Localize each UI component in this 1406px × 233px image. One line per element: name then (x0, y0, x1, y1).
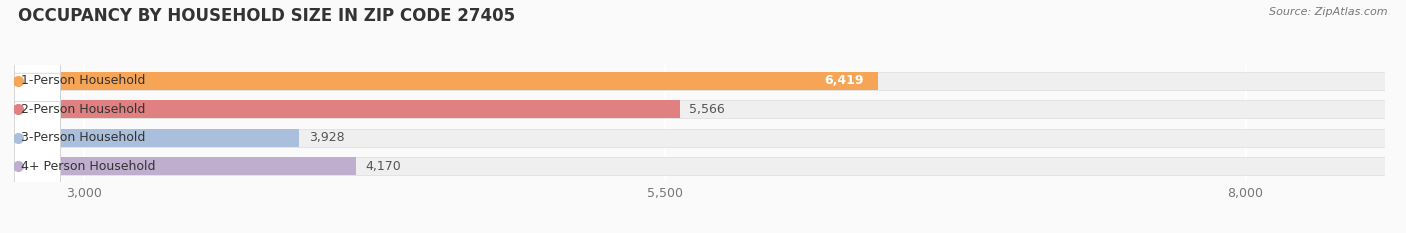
Text: 6,419: 6,419 (825, 74, 865, 87)
Text: 4,170: 4,170 (366, 160, 401, 173)
FancyBboxPatch shape (14, 73, 60, 202)
Bar (14, 129, 299, 147)
Text: 5,566: 5,566 (689, 103, 725, 116)
Bar (14, 100, 681, 118)
Text: 2-Person Household: 2-Person Household (21, 103, 145, 116)
Text: 3-Person Household: 3-Person Household (21, 131, 145, 144)
Text: 4+ Person Household: 4+ Person Household (21, 160, 156, 173)
Bar (14, 72, 879, 90)
Text: 1-Person Household: 1-Person Household (21, 74, 145, 87)
Bar (14, 157, 1385, 175)
Bar (14, 72, 1385, 90)
FancyBboxPatch shape (14, 16, 60, 145)
Bar (14, 129, 1385, 147)
Text: 3,928: 3,928 (309, 131, 344, 144)
Text: Source: ZipAtlas.com: Source: ZipAtlas.com (1270, 7, 1388, 17)
FancyBboxPatch shape (14, 45, 60, 174)
Text: OCCUPANCY BY HOUSEHOLD SIZE IN ZIP CODE 27405: OCCUPANCY BY HOUSEHOLD SIZE IN ZIP CODE … (18, 7, 516, 25)
FancyBboxPatch shape (14, 102, 60, 231)
Bar (14, 157, 356, 175)
Bar (14, 100, 1385, 118)
